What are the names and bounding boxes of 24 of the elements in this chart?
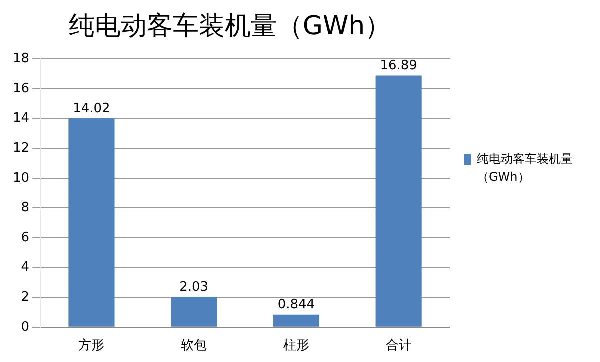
data-label: 16.89: [380, 58, 418, 74]
y-tick-label: 10: [12, 170, 30, 186]
y-tick-label: 2: [21, 290, 30, 305]
bar: [376, 76, 422, 327]
y-tick-label: 0: [21, 320, 30, 335]
y-tick-label: 4: [21, 260, 30, 276]
data-label: 2.03: [180, 280, 209, 296]
x-tick-label: 方形: [78, 338, 105, 354]
bar: [171, 297, 218, 327]
data-label: 0.844: [278, 298, 316, 313]
y-tick-label: 18: [12, 52, 30, 67]
x-tick-label: 柱形: [283, 338, 310, 354]
bar: [68, 118, 115, 327]
data-label: 14.02: [73, 101, 110, 116]
legend-label: 纯电动客车装机量（GWh）: [477, 151, 574, 186]
y-tick-label: 8: [21, 200, 30, 216]
x-tick-label: 合计: [386, 338, 412, 354]
y-tick-label: 14: [12, 111, 30, 126]
chart-title: 纯电动客车装机量（GWh）: [68, 11, 392, 42]
x-tick-label: 软包: [181, 338, 208, 354]
bar: [273, 314, 320, 327]
y-tick-label: 16: [12, 81, 30, 96]
y-tick-label: 12: [12, 140, 30, 156]
y-tick-label: 6: [21, 230, 30, 246]
